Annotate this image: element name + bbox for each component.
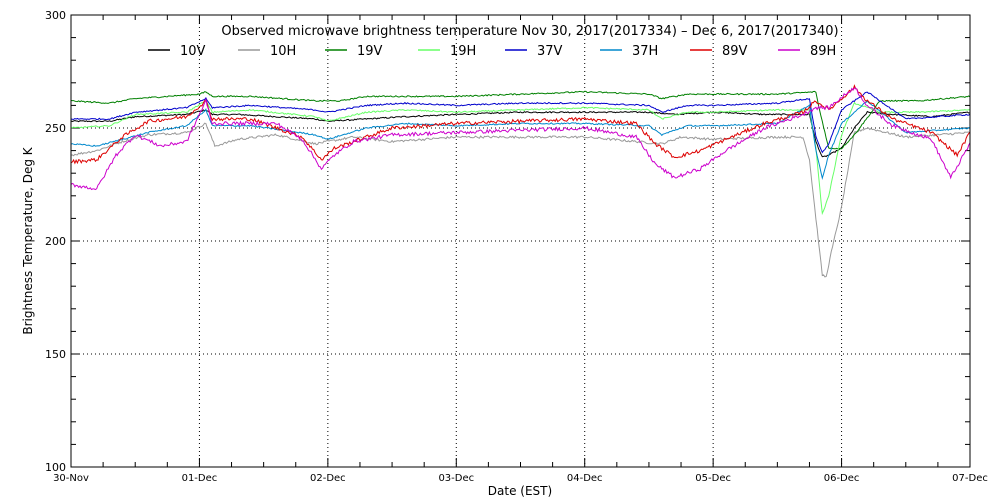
x-tick-labels: 30-Nov 01-Dec 02-Dec 03-Dec 04-Dec 05-Dec 06-D… [53,473,988,484]
x-tick-label: 03-Dec [438,473,474,484]
legend-label-89v: 89V [722,44,748,59]
series-line-10h [70,122,971,278]
legend-label-89h: 89H [810,44,836,59]
series-line-19v [70,90,971,150]
legend-label-10h: 10H [270,44,296,59]
x-tick-label: 07-Dec [952,473,988,484]
series-line-89h [70,87,971,191]
axis-ticks [70,14,971,468]
y-tick-label: 300 [45,9,66,22]
series-line-89v [70,84,971,165]
series-line-19h [70,99,971,216]
legend-label-37v: 37V [537,44,563,59]
chart-title: Observed microwave brightness temperatur… [221,24,838,39]
x-tick-label: 04-Dec [567,473,603,484]
series-line-37v [70,91,971,154]
legend-label-10v: 10V [180,44,206,59]
x-tick-label: 30-Nov [53,473,89,484]
x-axis-label: Date (EST) [488,484,552,498]
legend: 10V 10H 19V 19H 37V 37H 89V 89H [148,44,836,59]
grid-lines [71,15,970,467]
series-lines [70,84,971,278]
y-tick-label: 150 [45,348,66,361]
x-tick-label: 02-Dec [310,473,346,484]
x-tick-label: 06-Dec [824,473,860,484]
x-tick-label: 01-Dec [182,473,218,484]
y-tick-label: 200 [45,235,66,248]
series-line-10v [70,109,971,158]
y-tick-label: 250 [45,122,66,135]
y-tick-label: 100 [45,461,66,474]
series-line-37h [70,100,971,181]
y-tick-labels: 100 150 200 250 300 [45,9,66,474]
legend-label-37h: 37H [632,44,658,59]
y-axis-label: Brightness Temperature, Deg K [21,146,35,334]
x-tick-label: 05-Dec [695,473,731,484]
legend-label-19v: 19V [357,44,383,59]
plot-frame [70,14,971,468]
legend-label-19h: 19H [450,44,476,59]
